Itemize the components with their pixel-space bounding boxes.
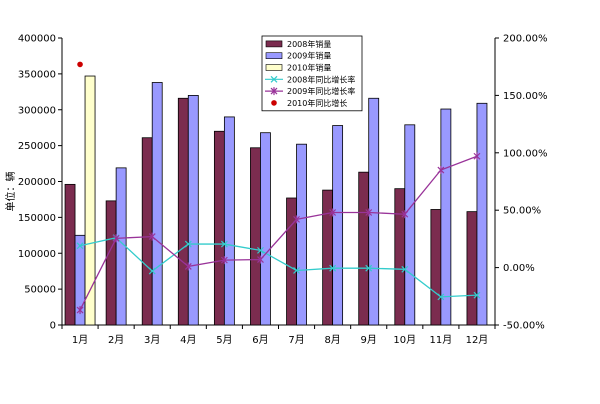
x-tick-label: 8月 xyxy=(324,334,340,346)
bar xyxy=(430,209,442,326)
axes-layer: 0 50000 100000 150000 200000 250000 300000 3500… xyxy=(4,34,548,347)
y-axis-label: 单位：辆 xyxy=(4,172,17,212)
bar xyxy=(213,130,225,326)
x-tick-label: 11月 xyxy=(430,334,453,346)
left-tick-label: 350000 xyxy=(18,69,56,80)
bar xyxy=(177,97,189,326)
bar xyxy=(296,143,307,326)
marker xyxy=(329,264,337,272)
marker xyxy=(184,240,192,248)
bar xyxy=(404,124,416,326)
right-tick-label: -50.00% xyxy=(503,321,545,332)
marker xyxy=(365,264,373,272)
legend-swatch xyxy=(265,40,283,48)
line-series xyxy=(76,152,481,315)
marker xyxy=(293,267,300,274)
left-tick-label: 50000 xyxy=(24,285,56,296)
marker xyxy=(148,267,156,275)
marker xyxy=(270,75,278,83)
marker xyxy=(76,242,84,250)
legend-label: 2009年销量 xyxy=(287,51,331,61)
x-tick-label: 4月 xyxy=(180,334,196,346)
right-tick-label: 200.00% xyxy=(503,34,548,45)
x-tick-label: 5月 xyxy=(216,334,232,346)
legend-label: 2008年销量 xyxy=(287,39,331,49)
bar xyxy=(84,75,96,326)
lines-layer xyxy=(76,61,481,315)
right-tick-label: 0.00% xyxy=(503,263,535,274)
line-series xyxy=(76,234,481,301)
x-tick-label: 10月 xyxy=(393,334,416,346)
marker xyxy=(401,265,409,273)
bar xyxy=(250,147,261,326)
bar xyxy=(187,95,199,326)
x-tick-label: 1月 xyxy=(72,334,88,346)
legend-swatch xyxy=(265,52,283,60)
x-tick-label: 9月 xyxy=(361,334,377,346)
bar xyxy=(141,137,153,326)
right-tick-label: 150.00% xyxy=(503,91,548,102)
legend-box xyxy=(261,35,363,112)
marker xyxy=(271,100,277,106)
marker xyxy=(220,240,228,248)
bar xyxy=(332,125,344,326)
marker xyxy=(77,61,83,68)
x-tick-label: 2月 xyxy=(108,334,124,346)
line-series xyxy=(77,61,83,68)
legend-label: 2010年同比增长 xyxy=(287,98,347,108)
legend-label: 2010年销量 xyxy=(287,63,331,73)
left-tick-label: 100000 xyxy=(18,249,56,260)
legend-swatch xyxy=(265,64,283,71)
bars-layer xyxy=(64,75,488,326)
x-tick-label: 6月 xyxy=(252,334,268,346)
legend-label: 2008年同比增长率 xyxy=(287,74,355,84)
marker xyxy=(473,291,481,299)
bar xyxy=(105,200,117,326)
bar xyxy=(64,183,76,326)
x-tick-label: 7月 xyxy=(288,334,304,346)
x-tick-label: 3月 xyxy=(144,334,160,346)
x-tick-label: 12月 xyxy=(466,334,489,346)
left-tick-label: 300000 xyxy=(18,105,56,116)
left-tick-label: 200000 xyxy=(18,177,56,188)
bar xyxy=(476,102,488,326)
series-line xyxy=(79,237,477,298)
legend-label: 2009年同比增长率 xyxy=(287,86,355,96)
bar xyxy=(260,132,271,326)
right-tick-label: 50.00% xyxy=(503,206,541,217)
right-tick-label: 100.00% xyxy=(503,148,548,159)
bar xyxy=(440,108,452,326)
marker xyxy=(257,246,264,254)
left-tick-label: 250000 xyxy=(18,141,56,152)
left-tick-label: 400000 xyxy=(18,34,56,45)
bar xyxy=(466,211,478,326)
series-line xyxy=(79,155,478,311)
bar xyxy=(223,116,235,326)
bar xyxy=(358,171,370,326)
bar xyxy=(151,82,163,326)
marker xyxy=(437,293,445,301)
left-tick-label: 0 xyxy=(50,321,56,332)
bar xyxy=(394,188,406,326)
left-tick-label: 150000 xyxy=(18,213,56,224)
